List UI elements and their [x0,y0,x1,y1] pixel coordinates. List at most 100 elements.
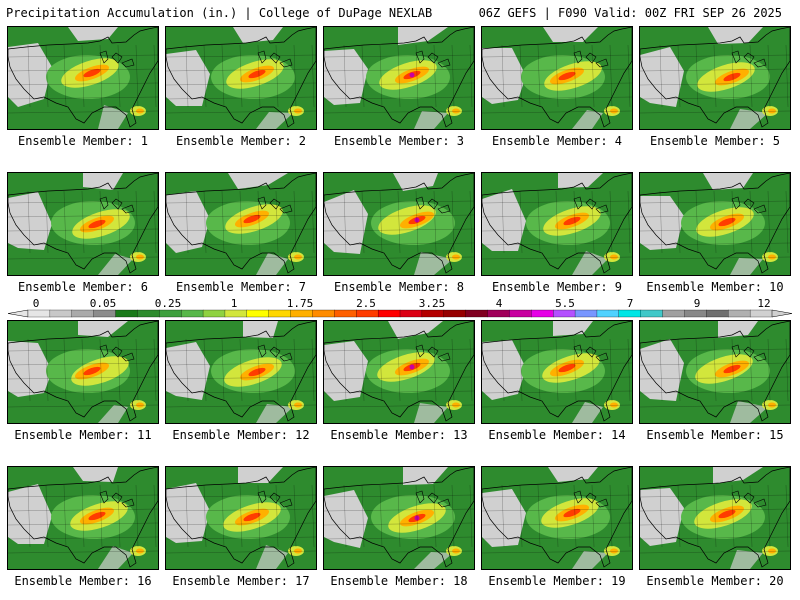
colorbar-swatch [421,309,445,318]
ensemble-member-label: Ensemble Member: 20 [646,574,784,588]
colorbar-tick-label: 3.25 [418,297,446,310]
precip-map [481,26,633,130]
colorbar-tick-label: 0.05 [89,297,117,310]
ensemble-member-label: Ensemble Member: 19 [488,574,626,588]
colorbar-swatch [618,309,642,318]
precip-map-graphic [640,467,790,569]
precip-map-graphic [482,27,632,129]
precip-map [481,466,633,570]
precip-map-graphic [166,467,316,569]
precip-map [639,466,791,570]
ensemble-member-label: Ensemble Member: 10 [646,280,784,294]
ensemble-member-label: Ensemble Member: 17 [172,574,310,588]
colorbar-swatch [749,309,773,318]
precip-map-graphic [8,467,158,569]
ensemble-member-label: Ensemble Member: 4 [491,134,623,148]
precip-map-graphic [324,467,474,569]
ensemble-member-label: Ensemble Member: 6 [17,280,149,294]
colorbar-swatch [531,309,554,318]
ensemble-member-label: Ensemble Member: 13 [330,428,468,442]
colorbar-swatch [487,309,510,318]
colorbar-tick-label: 0 [32,297,40,310]
colorbar-tick-label: 7 [626,297,634,310]
colorbar-tick-label: 2.5 [356,297,376,310]
precip-map-graphic [482,173,632,275]
model-run-info: 06Z GEFS | F090 Valid: 00Z FRI SEP 26 20… [478,6,782,20]
precip-map [323,320,475,424]
colorbar-swatch [377,309,401,318]
ensemble-member-label: Ensemble Member: 2 [175,134,307,148]
ensemble-member-label: Ensemble Member: 1 [17,134,149,148]
precip-map [639,26,791,130]
colorbar-tick-label: 4 [495,297,503,310]
precip-map-graphic [482,467,632,569]
colorbar-tick-label: 0.25 [154,297,182,310]
colorbar-swatch [662,309,685,318]
colorbar-swatch [115,309,138,318]
colorbar-swatch [159,309,182,318]
colorbar-swatch [290,309,313,318]
colorbar-tick-label: 12 [757,297,771,310]
precip-map-graphic [324,27,474,129]
precip-map-graphic [324,321,474,423]
chart-title: Precipitation Accumulation (in.) | Colle… [6,6,433,20]
ensemble-member-label: Ensemble Member: 9 [491,280,623,294]
precip-map [165,26,317,130]
colorbar-tick-label: 5.5 [555,297,575,310]
colorbar-swatch [202,309,226,318]
colorbar-tick-label: 1 [230,297,238,310]
colorbar-swatch [49,309,73,318]
colorbar-swatch [465,309,488,318]
colorbar-swatch [706,309,729,318]
precip-map [7,26,159,130]
precip-map-graphic [640,173,790,275]
precip-map-graphic [8,321,158,423]
precip-map [481,320,633,424]
colorbar-swatch [137,309,160,318]
colorbar-swatch [246,309,270,318]
precip-map [7,466,159,570]
ensemble-member-label: Ensemble Member: 8 [333,280,465,294]
precip-colorbar [7,309,793,318]
colorbar-swatch [224,309,248,318]
ensemble-member-label: Ensemble Member: 5 [649,134,781,148]
precip-map [7,172,159,276]
colorbar-swatch [553,309,576,318]
precip-map-graphic [166,173,316,275]
colorbar-swatch [728,309,751,318]
colorbar-swatch [574,309,598,318]
precip-map [323,26,475,130]
colorbar-swatch [181,309,204,318]
colorbar-swatch [268,309,292,318]
colorbar-swatch [27,309,51,318]
precip-map [165,172,317,276]
colorbar-swatch [684,309,707,318]
colorbar-swatch [509,309,532,318]
precip-map [165,320,317,424]
precip-map [639,320,791,424]
colorbar-swatch [596,309,620,318]
colorbar-swatch [312,309,335,318]
colorbar-swatch [640,309,664,318]
colorbar-tick-label: 9 [693,297,701,310]
colorbar-swatch [71,309,95,318]
colorbar-swatch [93,309,116,318]
precip-map-graphic [166,27,316,129]
precip-map-graphic [8,27,158,129]
precip-map-graphic [166,321,316,423]
precip-map [639,172,791,276]
precip-map-graphic [640,27,790,129]
ensemble-member-label: Ensemble Member: 15 [646,428,784,442]
colorbar-swatch [356,309,379,318]
colorbar-swatch [443,309,467,318]
colorbar-tick-label: 1.75 [286,297,314,310]
ensemble-member-label: Ensemble Member: 18 [330,574,468,588]
colorbar-swatch [334,309,357,318]
ensemble-member-label: Ensemble Member: 14 [488,428,626,442]
precip-map-graphic [640,321,790,423]
precip-map [481,172,633,276]
precip-map-graphic [8,173,158,275]
ensemble-member-label: Ensemble Member: 12 [172,428,310,442]
precip-map [7,320,159,424]
precip-map [323,172,475,276]
